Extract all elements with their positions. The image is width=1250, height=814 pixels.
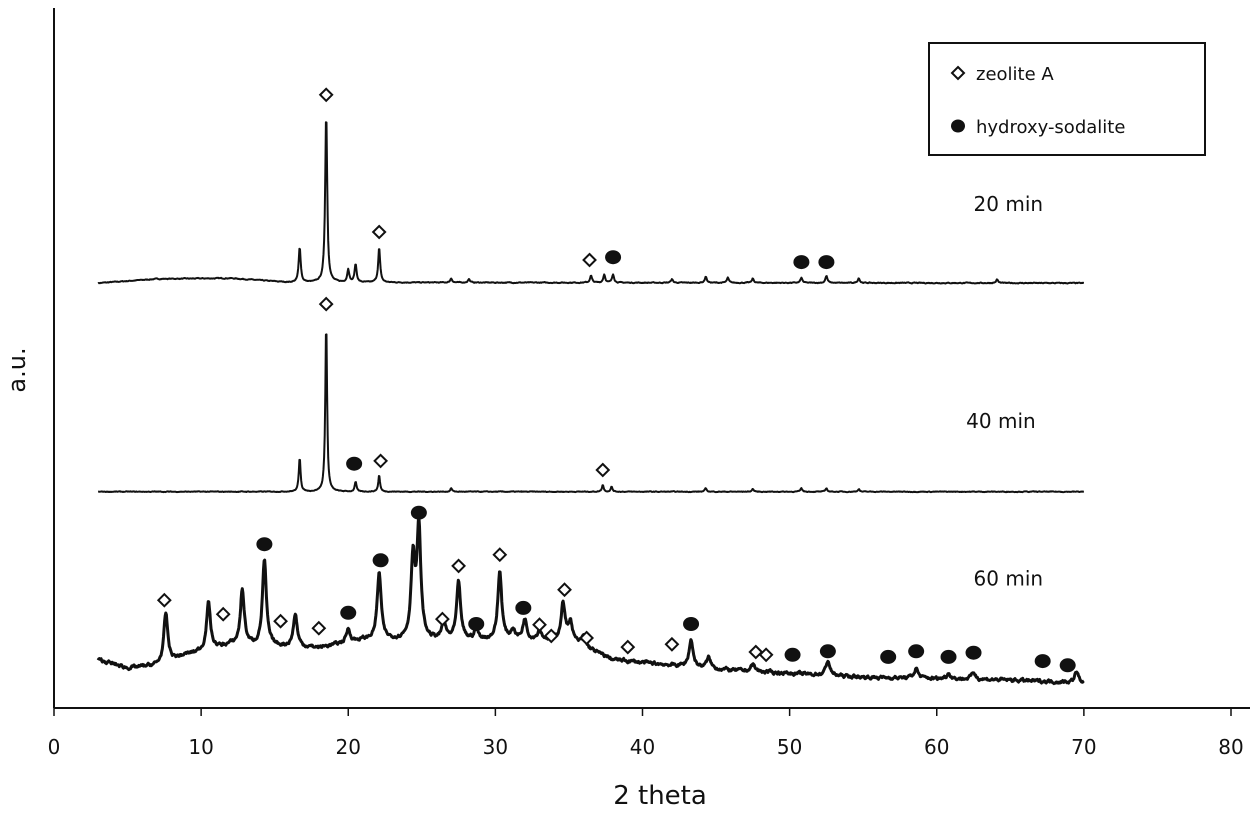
x-tick-label: 10 — [188, 735, 213, 759]
legend: zeolite A hydroxy-sodalite — [928, 42, 1206, 156]
legend-diamond-icon — [950, 65, 966, 81]
zeolite-diamond-marker — [215, 606, 231, 622]
sodalite-circle-marker — [468, 617, 485, 631]
x-tick-label: 0 — [48, 735, 61, 759]
zeolite-diamond-marker — [371, 224, 387, 240]
zeolite-diamond-marker — [434, 611, 450, 627]
legend-label-sodalite: hydroxy-sodalite — [976, 117, 1125, 138]
sodalite-circle-marker — [256, 537, 273, 552]
sodalite-circle-marker — [793, 255, 810, 270]
sodalite-circle-marker — [818, 255, 835, 270]
trace-20-min — [97, 121, 1085, 285]
sodalite-circle-marker — [372, 553, 389, 568]
zeolite-diamond-marker — [543, 628, 559, 644]
zeolite-diamond-marker — [311, 620, 327, 636]
zeolite-diamond-marker — [532, 617, 547, 633]
zeolite-diamond-marker — [492, 547, 508, 563]
zeolite-diamond-marker — [318, 296, 334, 312]
zeolite-diamond-marker — [373, 453, 389, 469]
legend-circle-icon — [951, 119, 965, 133]
x-tick-label: 70 — [1071, 735, 1096, 759]
x-tick-label: 80 — [1218, 735, 1243, 759]
traces — [96, 121, 1085, 686]
zeolite-diamond-marker — [579, 630, 595, 646]
legend-box — [928, 42, 1206, 156]
series-labels: 20 min 40 min 60 min — [966, 192, 1043, 591]
zeolite-diamond-marker — [273, 613, 288, 629]
x-axis-label: 2 theta — [613, 781, 707, 810]
series-label: 60 min — [974, 567, 1044, 591]
x-tick-label: 40 — [630, 735, 655, 759]
sodalite-circle-marker — [940, 649, 957, 664]
zeolite-diamond-marker — [557, 582, 572, 598]
sodalite-circle-marker — [683, 617, 700, 631]
zeolite-diamond-marker — [318, 87, 334, 103]
zeolite-diamond-marker — [451, 558, 467, 574]
sodalite-circle-marker — [410, 505, 427, 520]
trace-40-min — [97, 333, 1085, 494]
x-tick-label: 50 — [777, 735, 802, 759]
series-label: 20 min — [974, 192, 1044, 216]
zeolite-diamond-marker — [582, 252, 597, 268]
y-axis-label: a.u. — [3, 347, 31, 392]
zeolite-diamond-marker — [156, 592, 172, 608]
x-tick-label: 30 — [483, 735, 508, 759]
zeolite-diamond-marker — [664, 636, 680, 652]
zeolite-diamond-marker — [748, 644, 764, 660]
sodalite-circle-marker — [965, 645, 982, 660]
axes: 0 10 20 30 40 50 60 70 80 — [48, 8, 1250, 759]
sodalite-circle-marker — [819, 644, 836, 659]
sodalite-circle-marker — [515, 600, 532, 615]
zeolite-diamond-marker — [595, 462, 611, 478]
sodalite-circle-marker — [346, 456, 363, 471]
sodalite-circle-marker — [880, 649, 897, 664]
trace-60-min — [96, 515, 1085, 686]
x-tick-label: 60 — [924, 735, 949, 759]
sodalite-circle-marker — [908, 644, 925, 659]
phase-markers — [156, 87, 1076, 673]
zeolite-diamond-marker — [620, 639, 636, 655]
sodalite-circle-marker — [1059, 658, 1076, 673]
sodalite-circle-marker — [605, 250, 622, 265]
sodalite-circle-marker — [784, 647, 801, 662]
series-label: 40 min — [966, 409, 1036, 433]
sodalite-circle-marker — [340, 605, 357, 620]
legend-label-zeolite: zeolite A — [976, 64, 1054, 85]
sodalite-circle-marker — [1034, 654, 1051, 669]
zeolite-diamond-marker — [758, 647, 774, 663]
x-tick-label: 20 — [336, 735, 361, 759]
